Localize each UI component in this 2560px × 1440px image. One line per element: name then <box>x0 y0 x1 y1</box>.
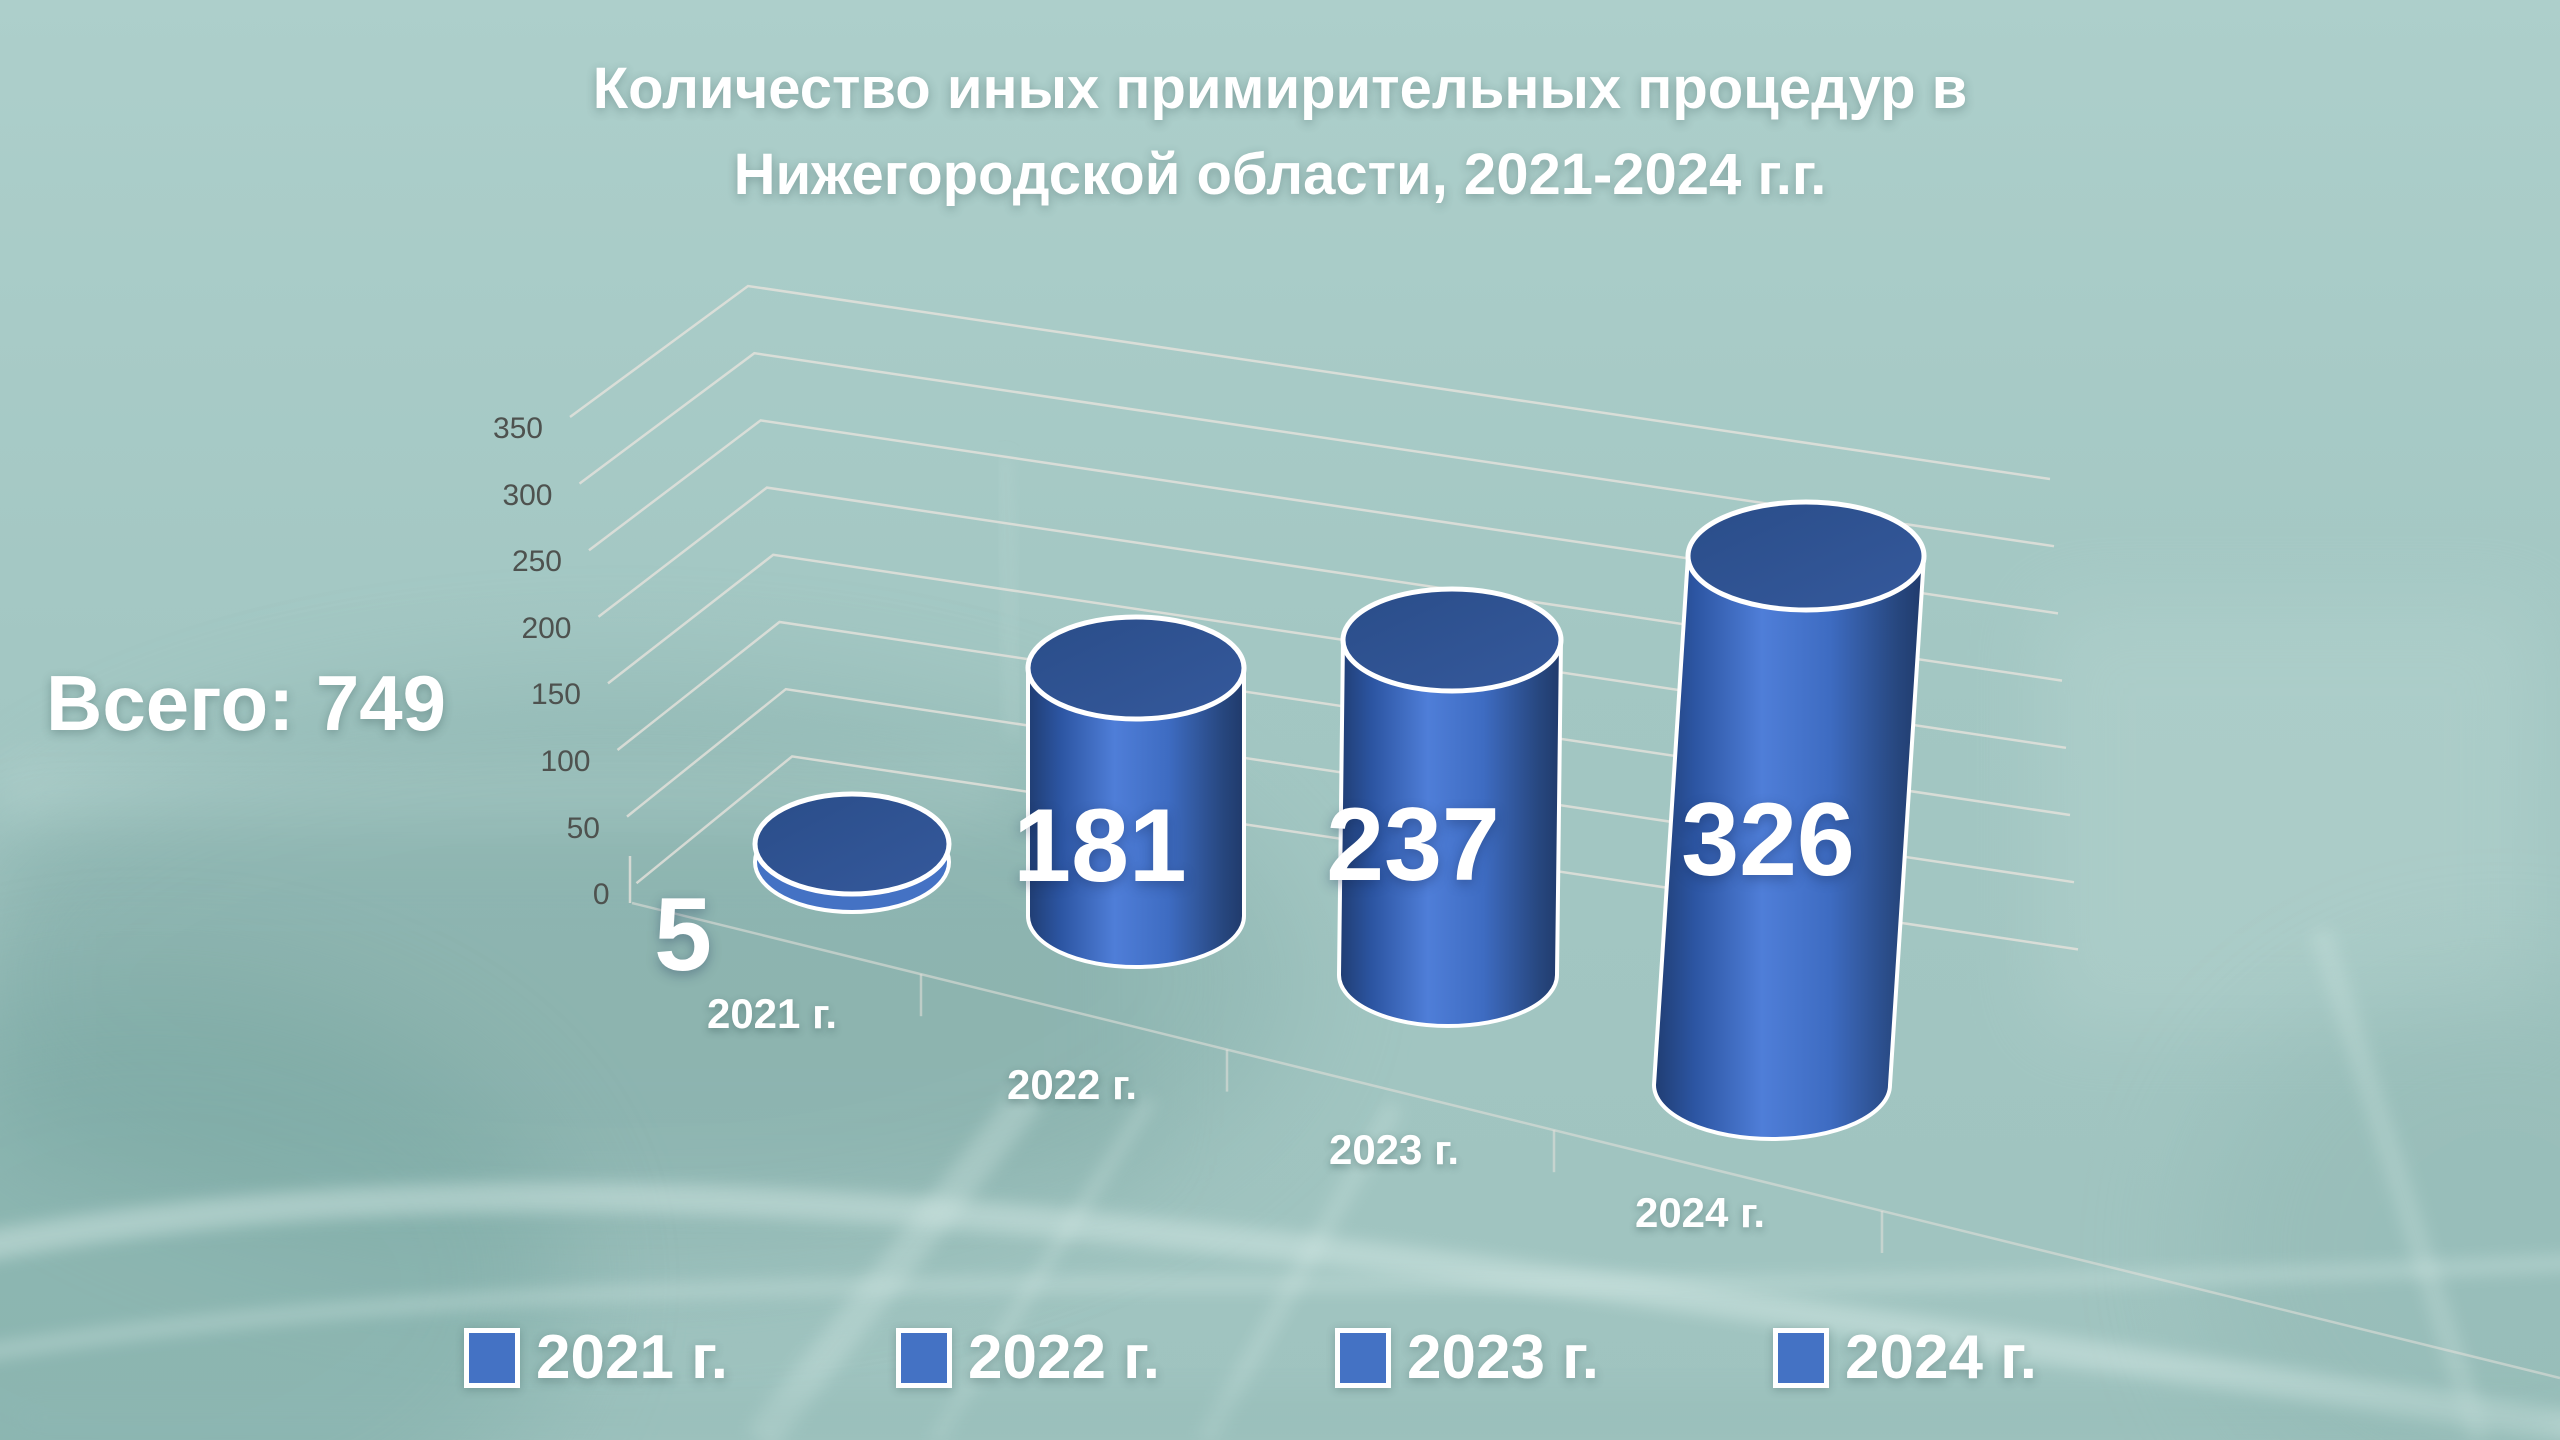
chart-title-line2: Нижегородской области, 2021-2024 г.г. <box>733 142 1827 207</box>
legend-item-2023: 2023 г. <box>1335 1318 1599 1398</box>
y-axis-tick-label-250: 250 <box>511 545 562 579</box>
road-streak <box>746 1084 1044 1440</box>
legend-label-2022: 2022 г. <box>968 1323 1160 1392</box>
data-label-2024 г.: 326 <box>1681 782 1855 898</box>
total-label: Всего: 749 <box>46 659 446 747</box>
legend-swatch-2024 <box>1773 1328 1829 1388</box>
cylinder-2023 г. <box>1337 586 1564 1028</box>
gridline-150 <box>607 553 2067 750</box>
road-streak <box>929 1096 1156 1440</box>
right-building-silhouette <box>2040 600 2540 1030</box>
cylinder-top <box>1340 586 1564 694</box>
legend-swatch-2022 <box>896 1328 952 1388</box>
data-label-2021 г.: 5 <box>654 877 712 993</box>
category-label-2022 г.: 2022 г. <box>1006 1061 1138 1108</box>
gridline-100 <box>616 620 2071 817</box>
y-axis-tick-label-200: 200 <box>521 611 572 645</box>
gridline-0 <box>635 755 2079 951</box>
legend-label-2023: 2023 г. <box>1407 1323 1599 1392</box>
data-label-2022 г.: 181 <box>1013 788 1187 904</box>
chart-title: Количество иных примирительных процедур … <box>380 46 2180 218</box>
legend-item-2021: 2021 г. <box>464 1318 728 1398</box>
legend-swatch-2021 <box>464 1328 520 1388</box>
y-axis-tick-label-150: 150 <box>530 678 581 712</box>
gridlines-layer <box>569 284 2560 1380</box>
y-axis-tick-label-350: 350 <box>492 412 543 445</box>
gridline-50 <box>626 687 2075 884</box>
road-streak <box>0 1255 2560 1359</box>
road-streak <box>2309 926 2491 1440</box>
cylinder-2024 г. <box>1652 499 1927 1141</box>
data-label-2023 г.: 237 <box>1326 787 1500 903</box>
y-axis-tick-label-0: 0 <box>592 878 610 912</box>
y-axis-tick-label-300: 300 <box>502 478 553 512</box>
y-axis-tick-label-100: 100 <box>540 745 591 778</box>
tv-tower-silhouette <box>1002 454 1016 736</box>
category-label-2023 г.: 2023 г. <box>1328 1126 1460 1173</box>
legend-label-2021: 2021 г. <box>536 1323 728 1392</box>
gridline-350 <box>569 284 2051 481</box>
legend-label-2024: 2024 г. <box>1845 1323 2037 1392</box>
cylinder-2022 г. <box>1025 614 1247 969</box>
disk-top <box>752 791 952 897</box>
bottom-road-band <box>0 1395 2560 1440</box>
road-streak <box>0 1182 2560 1440</box>
legend-item-2022: 2022 г. <box>896 1318 1160 1398</box>
floor-edge-line <box>631 901 2560 1380</box>
legend-item-2024: 2024 г. <box>1773 1318 2037 1398</box>
gridline-250 <box>588 419 2059 615</box>
legend-swatch-2023 <box>1335 1328 1391 1388</box>
legend: 2021 г. 2022 г. 2023 г. 2024 г. <box>0 1318 2560 1398</box>
cylinder-2021 г. <box>752 791 952 914</box>
road-streak <box>1197 1100 1403 1440</box>
category-label-2021 г.: 2021 г. <box>706 990 838 1037</box>
dark-mass-bottom-right <box>2200 970 2560 1440</box>
chart-title-line1: Количество иных примирительных процедур … <box>592 56 1968 121</box>
cylinder-body <box>1337 638 1563 1028</box>
y-axis-tick-label-50: 50 <box>566 811 600 845</box>
cylinder-top <box>1025 614 1247 722</box>
cylinder-body <box>1652 554 1926 1141</box>
cylinder-body <box>1026 666 1246 969</box>
gridline-200 <box>597 486 2063 682</box>
category-label-2024 г.: 2024 г. <box>1634 1189 1766 1236</box>
cylinder-top <box>1685 499 1927 613</box>
cylinders-layer <box>752 499 1927 1141</box>
gridline-300 <box>578 351 2055 548</box>
